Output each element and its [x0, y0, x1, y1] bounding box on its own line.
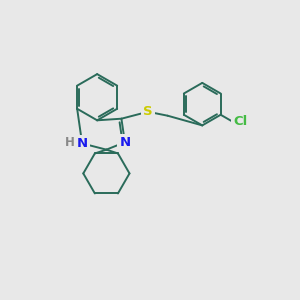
- Text: N: N: [119, 136, 130, 149]
- Text: H: H: [65, 136, 75, 149]
- Text: S: S: [143, 105, 153, 118]
- Text: N: N: [76, 137, 88, 150]
- Text: Cl: Cl: [233, 115, 248, 128]
